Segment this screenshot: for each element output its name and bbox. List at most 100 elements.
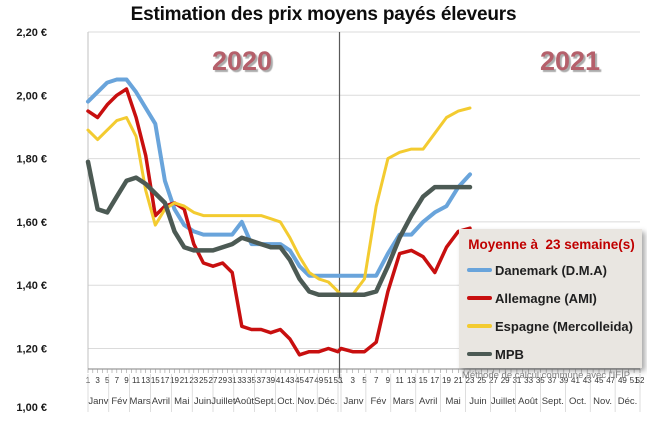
series-line-allemagne-ami — [86, 87, 472, 357]
month-label: Nov. — [593, 396, 612, 407]
series-line-espagne-mercolleida — [86, 106, 472, 297]
month-label: Juin — [194, 396, 211, 407]
month-label: Juin — [469, 396, 486, 407]
week-label: 41 — [571, 376, 580, 385]
y-tick-label: 1,60 € — [16, 217, 47, 229]
month-label: Sept. — [542, 396, 564, 407]
week-label: 21 — [454, 376, 463, 385]
week-label: 13 — [407, 376, 416, 385]
week-label: 7 — [374, 376, 379, 385]
y-tick-label: 1,80 € — [16, 154, 47, 166]
week-label: 45 — [295, 376, 304, 385]
week-label: 33 — [237, 376, 246, 385]
week-label: 37 — [548, 376, 557, 385]
y-tick-label: 1,20 € — [16, 344, 47, 356]
week-label: 37 — [257, 376, 266, 385]
week-label: 51 — [324, 376, 333, 385]
legend-item: Espagne (Mercolleida) — [467, 312, 636, 340]
week-label: 23 — [466, 376, 475, 385]
legend-items: Danemark (D.M.A) Allemagne (AMI) Espagne (… — [467, 256, 636, 368]
series-line-mpb — [85, 159, 473, 297]
month-label: Août — [518, 396, 538, 407]
month-label: Mai — [445, 396, 460, 407]
week-label: 11 — [395, 376, 404, 385]
week-label: 15 — [151, 376, 160, 385]
month-label: Janv — [88, 396, 108, 407]
week-label: 13 — [141, 376, 150, 385]
week-label: 31 — [228, 376, 237, 385]
month-label: Avril — [152, 396, 170, 407]
week-label: 39 — [266, 376, 275, 385]
week-label: 3 — [95, 376, 100, 385]
month-label: Mai — [174, 396, 189, 407]
week-label: 7 — [115, 376, 120, 385]
legend-swatch-line — [467, 296, 492, 300]
month-label: Oct. — [569, 396, 586, 407]
month-label: Mars — [130, 396, 151, 407]
legend-title: Moyenne à 23 semaine(s) — [468, 237, 635, 252]
week-label: 43 — [285, 376, 294, 385]
week-label: 51 — [630, 376, 639, 385]
month-label: Avril — [419, 396, 437, 407]
series-line-danemark-d-m-a — [86, 77, 472, 278]
week-label: 49 — [314, 376, 323, 385]
week-label: 15 — [419, 376, 428, 385]
week-label: 41 — [276, 376, 285, 385]
legend-swatch-line — [467, 268, 492, 272]
week-label: 9 — [124, 376, 129, 385]
legend-item-label: Allemagne (AMI) — [495, 290, 597, 306]
week-label: 25 — [199, 376, 208, 385]
week-label: 29 — [218, 376, 227, 385]
week-label: 5 — [105, 376, 110, 385]
week-label: 49 — [618, 376, 627, 385]
month-label: Nov. — [297, 396, 316, 407]
week-label: 27 — [489, 376, 498, 385]
year-label-2021: 2021 — [540, 46, 601, 76]
y-tick-label: 2,00 € — [16, 90, 47, 102]
week-label: 29 — [501, 376, 510, 385]
week-label: 3 — [350, 376, 355, 385]
week-label: 21 — [180, 376, 189, 385]
y-tick-label: 1,40 € — [16, 280, 47, 292]
legend-item: MPB — [467, 340, 636, 368]
month-label: Fév — [370, 396, 386, 407]
legend-swatch-line — [467, 324, 492, 328]
month-label: Juillet — [491, 396, 516, 407]
month-label: Août — [235, 396, 255, 407]
week-label: 19 — [442, 376, 451, 385]
week-label: 17 — [430, 376, 439, 385]
legend-item-label: Danemark (D.M.A) — [495, 262, 607, 278]
week-label: 25 — [477, 376, 486, 385]
month-label: Déc. — [318, 396, 338, 407]
week-label: 17 — [160, 376, 169, 385]
week-label: 39 — [559, 376, 568, 385]
week-label: 35 — [247, 376, 256, 385]
month-label: Oct. — [277, 396, 294, 407]
week-label: 47 — [606, 376, 615, 385]
month-label: Déc. — [618, 396, 638, 407]
y-tick-label: 2,20 € — [16, 27, 47, 39]
week-label: 23 — [189, 376, 198, 385]
week-label: 5 — [362, 376, 367, 385]
week-label: 9 — [386, 376, 391, 385]
legend-box: Moyenne à 23 semaine(s) Danemark (D.M.A)… — [459, 229, 642, 368]
month-label: Juillet — [211, 396, 236, 407]
month-label: Mars — [393, 396, 414, 407]
legend-item: Allemagne (AMI) — [467, 284, 636, 312]
month-label: Fév — [111, 396, 127, 407]
y-tick-label: 1,00 € — [16, 402, 47, 414]
footnote: Méthode de calcul commune avec l'IFIP — [461, 370, 631, 381]
week-label: 19 — [170, 376, 179, 385]
legend-item-label: MPB — [495, 346, 524, 362]
chart-title: Estimation des prix moyens payés éleveur… — [130, 4, 517, 25]
year-label-2020: 2020 — [212, 46, 273, 76]
week-label: 31 — [512, 376, 521, 385]
week-label: 33 — [524, 376, 533, 385]
month-label: Janv — [343, 396, 363, 407]
week-label: 11 — [132, 376, 141, 385]
week-label: 47 — [305, 376, 314, 385]
legend-item-label: Espagne (Mercolleida) — [495, 318, 633, 334]
week-label: 45 — [595, 376, 604, 385]
